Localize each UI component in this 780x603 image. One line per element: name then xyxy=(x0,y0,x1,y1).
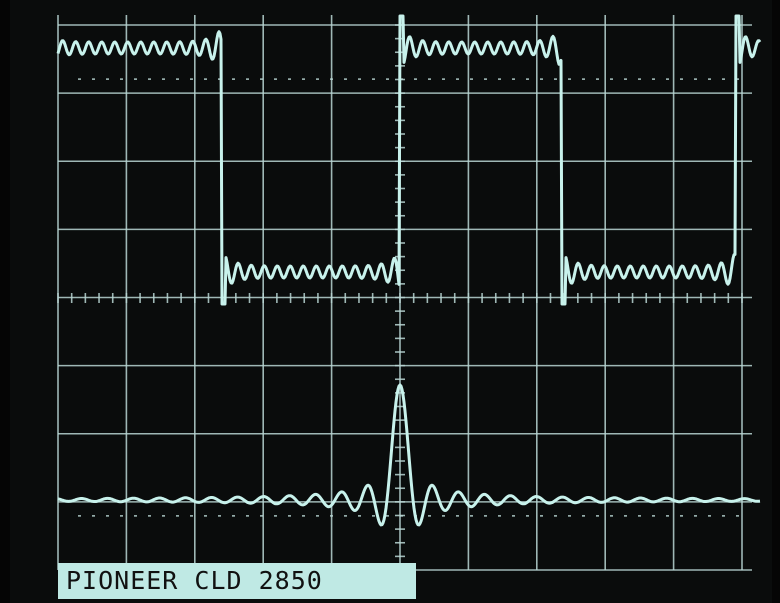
page: PIONEER CLD 2850 (() => { const data = J… xyxy=(0,0,780,603)
screen-glass xyxy=(10,0,772,603)
oscilloscope-photo: PIONEER CLD 2850 xyxy=(0,0,780,603)
device-label: PIONEER CLD 2850 xyxy=(66,566,323,595)
